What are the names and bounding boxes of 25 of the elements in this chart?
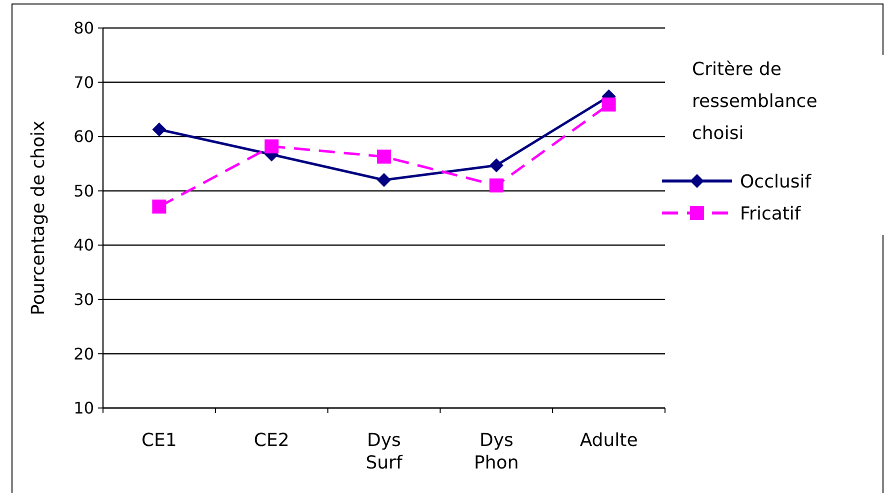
y-tick-label: 10	[74, 398, 94, 418]
y-tick-label: 50	[74, 181, 94, 200]
point	[377, 150, 391, 164]
x-tick-label: Dys Surf	[366, 430, 403, 474]
x-tick-label: CE1	[141, 430, 177, 451]
point	[264, 139, 279, 154]
point	[377, 173, 391, 187]
y-tick-label: 80	[74, 18, 94, 38]
point	[602, 98, 616, 112]
legend-label: Occlusif	[740, 171, 812, 192]
point	[489, 158, 504, 172]
legend-label: Fricatif	[740, 203, 802, 224]
point	[152, 200, 166, 214]
x-tick-label: Adulte	[580, 430, 638, 451]
y-tick-label: 40	[74, 236, 94, 255]
legend-title: Critère de ressemblance choisi	[692, 59, 818, 144]
y-tick-label: 30	[74, 290, 94, 310]
y-tick-label: 20	[74, 344, 94, 364]
y-tick-label: 70	[74, 72, 94, 92]
point	[152, 122, 166, 137]
x-tick-label: Dys Phon	[474, 430, 519, 474]
y-axis-title: Pourcentage de choix	[28, 120, 49, 316]
y-tick-label: 60	[74, 127, 94, 146]
x-tick-label: CE2	[254, 430, 290, 451]
point	[489, 178, 504, 192]
